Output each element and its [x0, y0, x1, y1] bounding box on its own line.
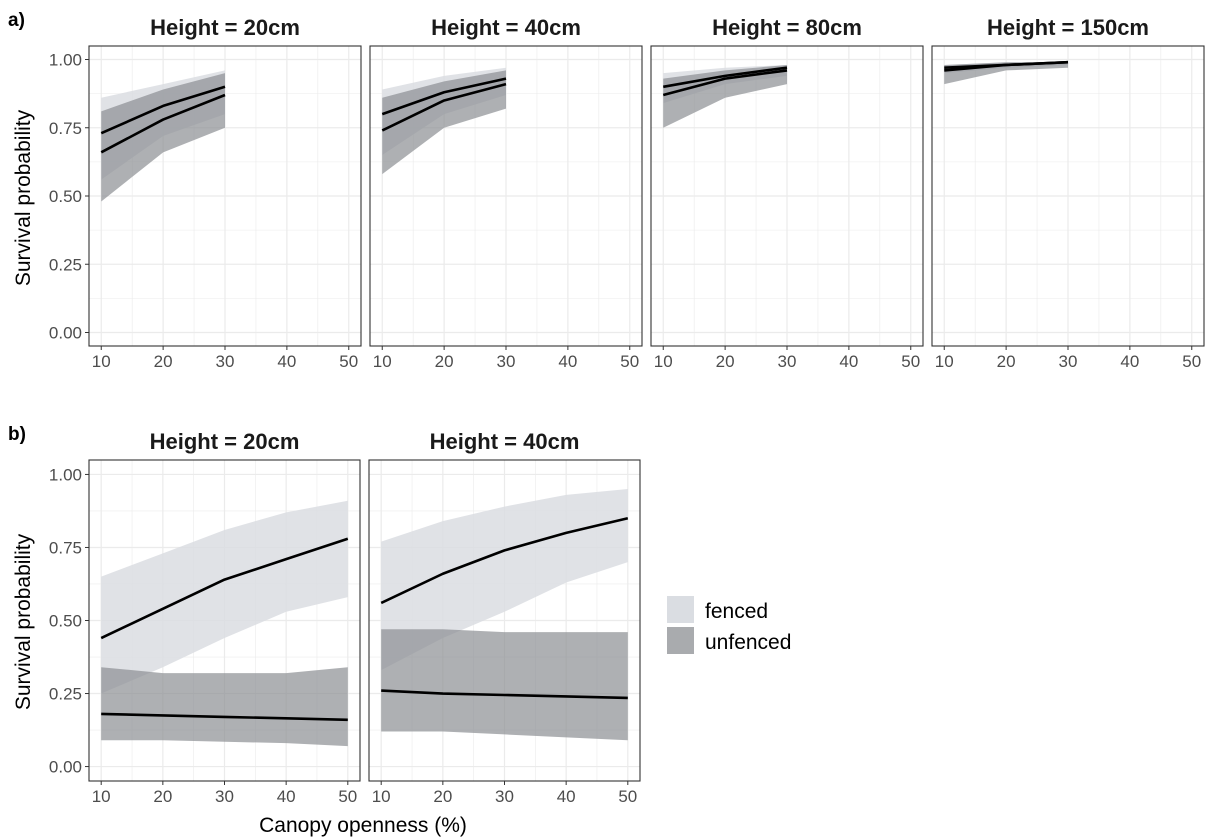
x-tick-label: 10 [372, 787, 391, 806]
x-tick-label: 20 [154, 352, 173, 371]
panel-b-x-axis-label: Canopy openness (%) [259, 814, 467, 837]
x-tick-label: 30 [215, 787, 234, 806]
y-tick-label: 0.75 [49, 538, 82, 557]
facet-title: Height = 40cm [430, 429, 580, 454]
facet-title: Height = 20cm [150, 15, 300, 40]
facet-title: Height = 20cm [150, 429, 300, 454]
facet-title: Height = 150cm [987, 15, 1149, 40]
x-tick-label: 30 [778, 352, 797, 371]
x-tick-label: 40 [558, 352, 577, 371]
ribbon-unfenced [101, 73, 225, 202]
line-fenced [100, 537, 349, 640]
line-fenced [100, 85, 226, 135]
ribbon-unfenced [381, 629, 628, 741]
x-tick-label: 30 [495, 787, 514, 806]
line-unfenced [100, 93, 226, 154]
facet-panels: 10 20 30 40 50 0.00 0.25 0.50 0.75 1.00 Height = 2… [49, 15, 1205, 806]
x-tick-label: 10 [92, 787, 111, 806]
legend: fenced unfenced [667, 596, 791, 654]
legend-key-fenced [667, 596, 694, 623]
x-tick-label: 30 [216, 352, 235, 371]
x-tick-label: 40 [277, 352, 296, 371]
panel-label-b: b) [8, 424, 26, 445]
facet-1-0: 10 20 30 40 50 0.00 0.25 0.50 0.75 1.00 Height = 2… [49, 429, 361, 806]
x-tick-label: 20 [433, 787, 452, 806]
line-fenced [663, 66, 788, 89]
legend-key-unfenced [667, 627, 694, 654]
line-unfenced [662, 69, 788, 97]
x-tick-label: 10 [92, 352, 111, 371]
line-unfenced [944, 60, 1069, 72]
facet-title: Height = 40cm [431, 15, 581, 40]
panel-a-y-axis-label: Survival probability [12, 109, 35, 286]
x-tick-label: 30 [497, 352, 516, 371]
facet-1-1: 10 20 30 40 50 Height = 40cm [368, 429, 641, 806]
ribbon-unfenced [101, 667, 348, 747]
line-unfenced [381, 689, 628, 700]
facet-0-3: 10 20 30 40 50 Height = 150cm [931, 15, 1205, 371]
y-tick-label: 1.00 [49, 51, 82, 70]
facet-0-0: 10 20 30 40 50 0.00 0.25 0.50 0.75 1.00 Height = 2… [49, 15, 362, 371]
x-tick-label: 50 [618, 787, 637, 806]
x-tick-label: 20 [153, 787, 172, 806]
x-tick-label: 20 [716, 352, 735, 371]
x-tick-label: 20 [435, 352, 454, 371]
ribbon-fenced [101, 500, 348, 694]
y-tick-label: 0.00 [49, 758, 82, 777]
panel-b-y-axis-label: Survival probability [12, 533, 35, 710]
x-tick-label: 50 [339, 352, 358, 371]
line-fenced [381, 77, 507, 116]
x-tick-label: 40 [839, 352, 858, 371]
x-tick-label: 10 [373, 352, 392, 371]
y-tick-label: 0.50 [49, 187, 82, 206]
x-tick-label: 30 [1059, 352, 1078, 371]
line-unfenced [101, 712, 348, 722]
y-tick-label: 1.00 [49, 465, 82, 484]
x-tick-label: 40 [557, 787, 576, 806]
x-tick-label: 40 [1120, 352, 1139, 371]
legend-label-fenced: fenced [705, 600, 768, 623]
facet-title: Height = 80cm [712, 15, 862, 40]
x-tick-label: 10 [654, 352, 673, 371]
line-unfenced [381, 82, 507, 132]
y-tick-label: 0.25 [49, 685, 82, 704]
line-fenced [380, 516, 629, 605]
y-tick-label: 0.25 [49, 255, 82, 274]
panel-label-a: a) [8, 10, 25, 31]
x-tick-label: 50 [1182, 352, 1201, 371]
y-tick-label: 0.00 [49, 324, 82, 343]
facet-0-1: 10 20 30 40 50 Height = 40cm [369, 15, 643, 371]
ribbon-unfenced [382, 70, 506, 175]
x-tick-label: 50 [620, 352, 639, 371]
y-tick-label: 0.75 [49, 119, 82, 138]
x-tick-label: 40 [277, 787, 296, 806]
facet-0-2: 10 20 30 40 50 Height = 80cm [650, 15, 924, 371]
x-tick-label: 50 [338, 787, 357, 806]
legend-label-unfenced: unfenced [705, 631, 791, 654]
ribbon-fenced [381, 489, 628, 671]
x-tick-label: 20 [997, 352, 1016, 371]
y-tick-label: 0.50 [49, 612, 82, 631]
x-tick-label: 50 [901, 352, 920, 371]
x-tick-label: 10 [935, 352, 954, 371]
